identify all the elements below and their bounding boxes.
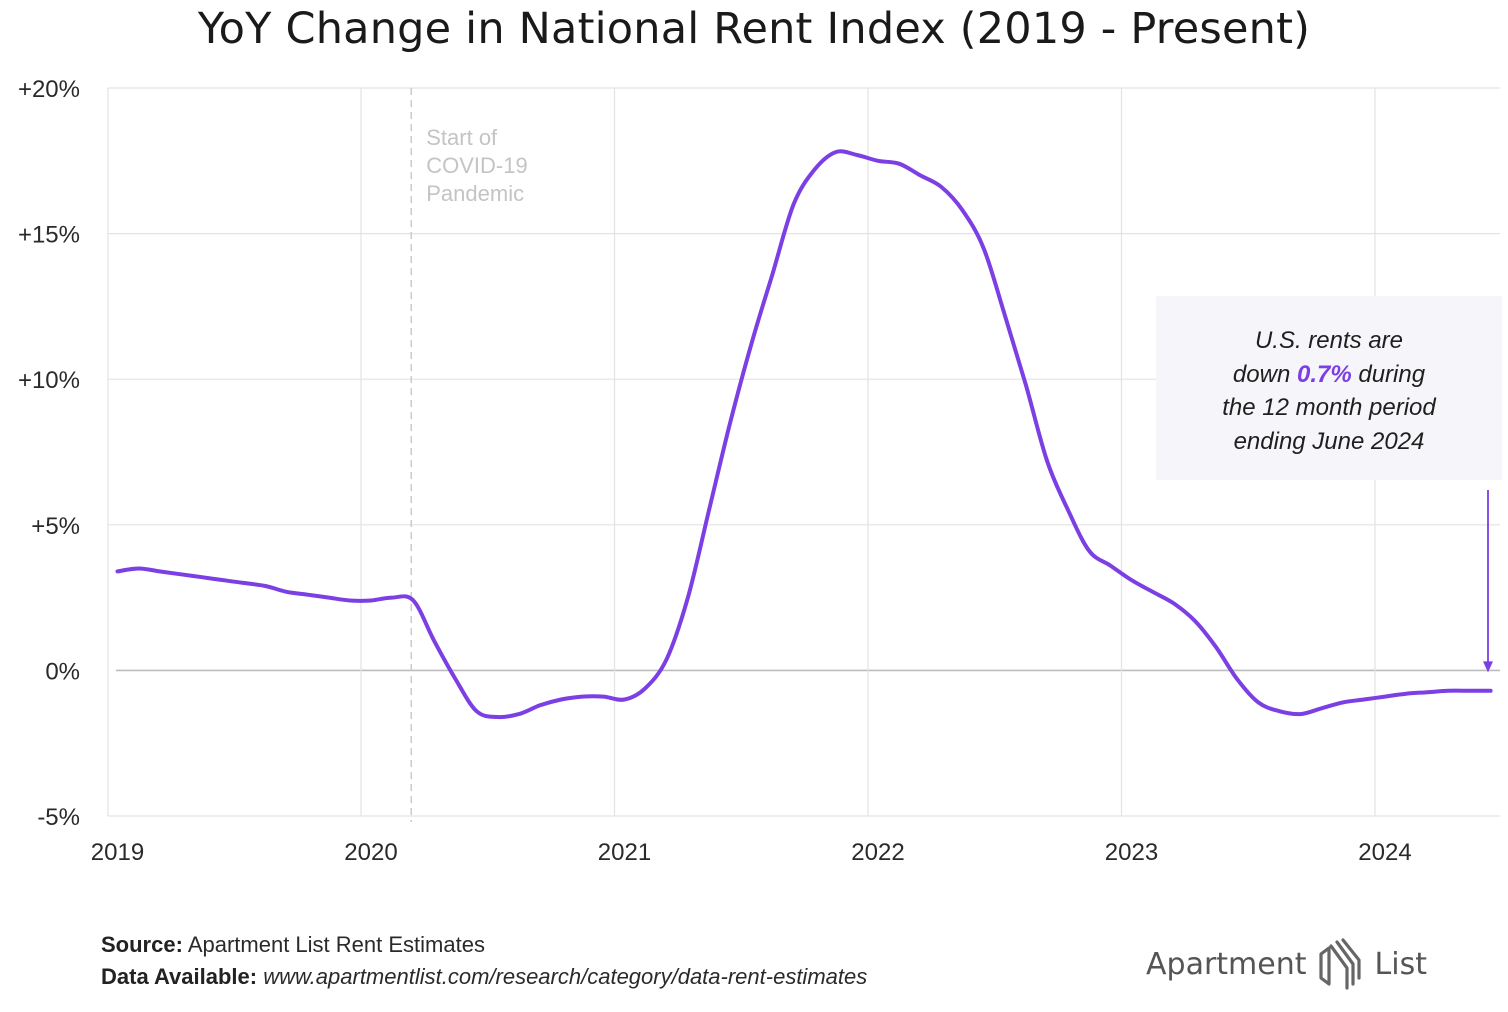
annotation-line-1: U.S. rents are — [1254, 327, 1404, 354]
x-tick-label: 2024 — [1358, 839, 1411, 866]
annotation-line-3: the 12 month period — [1222, 394, 1436, 421]
footer: Source: Apartment List Rent Estimates Da… — [101, 929, 867, 993]
annotation-box: U.S. rents are down 0.7% during the 12 m… — [1156, 296, 1502, 480]
annotation-text: U.S. rents are down 0.7% during the 12 m… — [1222, 318, 1435, 458]
x-tick-label: 2019 — [91, 839, 144, 866]
arrow-head — [1483, 661, 1493, 673]
y-tick-label: +20% — [18, 76, 80, 103]
series-line — [115, 149, 1493, 720]
chart-title: YoY Change in National Rent Index (2019 … — [197, 4, 1311, 54]
source-label: Source: — [101, 932, 183, 957]
y-tick-label: 0% — [45, 658, 80, 685]
annotation-line-2-post: during — [1351, 360, 1426, 388]
covid-label-line: Start of — [426, 125, 498, 150]
source-text: Apartment List Rent Estimates — [182, 932, 485, 957]
series — [115, 149, 1493, 720]
covid-label-line: Pandemic — [426, 181, 524, 206]
annotation-arrow — [1483, 490, 1493, 673]
y-axis-ticks: +20% +15% +10% +5% 0% -5% — [18, 76, 80, 831]
x-tick-label: 2023 — [1105, 839, 1158, 866]
x-axis-ticks: 2019 2020 2021 2022 2023 2024 — [91, 839, 1412, 866]
x-tick-label: 2020 — [344, 839, 397, 866]
covid-label-line: COVID-19 — [426, 153, 527, 178]
annotation-line-2: down 0.7% during — [1222, 358, 1435, 392]
x-tick-label: 2021 — [598, 839, 651, 866]
logo-word-apartment: Apartment — [1146, 946, 1307, 982]
y-tick-label: +10% — [18, 367, 80, 394]
apartment-list-logo: Apartment List — [1146, 936, 1427, 992]
apartment-list-logo-icon — [1318, 938, 1361, 990]
y-tick-label: -5% — [37, 804, 80, 831]
covid-marker: Start of COVID-19 Pandemic — [410, 88, 528, 822]
data-url[interactable]: www.apartmentlist.com/research/category/… — [257, 964, 868, 989]
footer-source: Source: Apartment List Rent Estimates — [101, 929, 867, 961]
footer-data: Data Available: www.apartmentlist.com/re… — [101, 961, 867, 993]
grid — [107, 87, 1500, 817]
x-tick-label: 2022 — [851, 839, 904, 866]
annotation-line-4: ending June 2024 — [1233, 427, 1425, 455]
annotation-line-2-pre: down — [1232, 360, 1297, 388]
y-tick-label: +5% — [31, 513, 80, 540]
annotation-highlight-value: 0.7% — [1296, 360, 1352, 388]
logo-word-list: List — [1374, 946, 1427, 982]
y-tick-label: +15% — [18, 222, 80, 249]
data-label: Data Available: — [101, 964, 258, 989]
